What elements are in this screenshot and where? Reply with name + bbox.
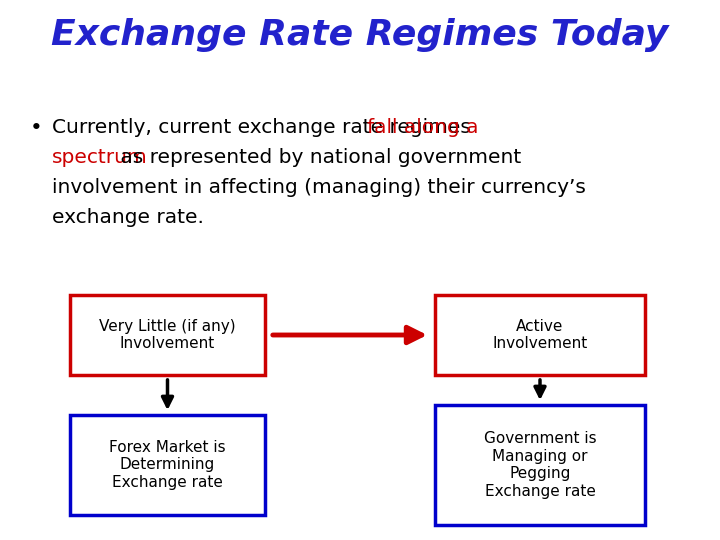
FancyBboxPatch shape: [435, 405, 645, 525]
Text: Government is
Managing or
Pegging
Exchange rate: Government is Managing or Pegging Exchan…: [484, 431, 596, 498]
Text: as represented by national government: as represented by national government: [114, 148, 521, 167]
FancyBboxPatch shape: [70, 295, 265, 375]
Text: Very Little (if any)
Involvement: Very Little (if any) Involvement: [99, 319, 236, 351]
Text: exchange rate.: exchange rate.: [52, 208, 204, 227]
Text: Currently, current exchange rate regimes: Currently, current exchange rate regimes: [52, 118, 477, 137]
Text: Forex Market is
Determining
Exchange rate: Forex Market is Determining Exchange rat…: [109, 440, 226, 490]
Text: fall along a: fall along a: [367, 118, 479, 137]
FancyBboxPatch shape: [70, 415, 265, 515]
Text: Exchange Rate Regimes Today: Exchange Rate Regimes Today: [51, 18, 669, 52]
Text: spectrum: spectrum: [52, 148, 148, 167]
Text: involvement in affecting (managing) their currency’s: involvement in affecting (managing) thei…: [52, 178, 586, 197]
Text: Active
Involvement: Active Involvement: [492, 319, 588, 351]
Text: •: •: [30, 118, 42, 138]
FancyBboxPatch shape: [435, 295, 645, 375]
